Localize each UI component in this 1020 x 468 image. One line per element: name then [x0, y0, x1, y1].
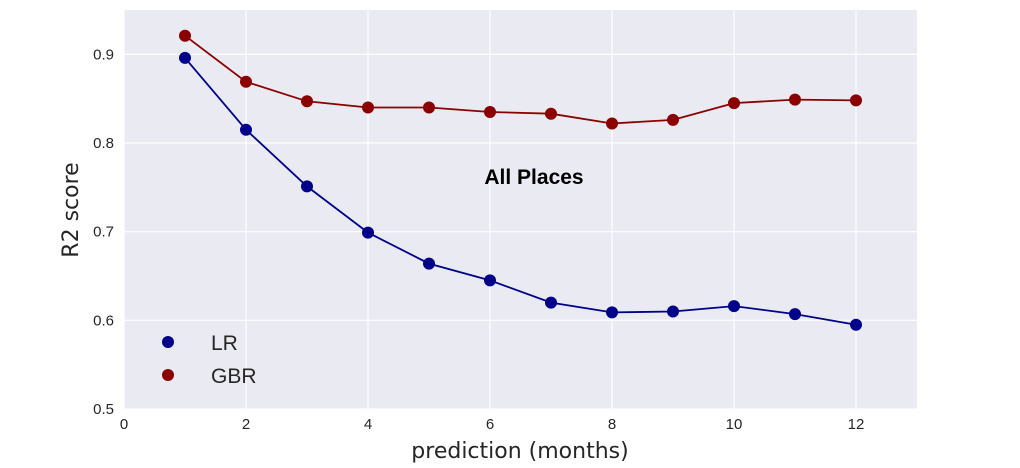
data-point-gbr: [423, 101, 435, 114]
x-tick-label: 4: [364, 416, 372, 433]
y-tick-label: 0.6: [93, 312, 114, 329]
x-tick-label: 12: [848, 416, 865, 433]
data-point-gbr: [545, 107, 557, 120]
x-tick-label: 10: [726, 416, 743, 433]
data-point-lr: [179, 51, 191, 64]
data-point-gbr: [484, 106, 496, 118]
data-point-gbr: [240, 75, 252, 88]
data-point-gbr: [667, 113, 679, 126]
x-axis-label: prediction (months): [411, 439, 628, 464]
data-point-lr: [606, 306, 618, 319]
plot-background: [124, 10, 917, 409]
data-point-gbr: [301, 95, 313, 108]
data-point-lr: [667, 305, 679, 318]
x-tick-label: 2: [242, 416, 250, 433]
y-tick-label: 0.5: [93, 401, 114, 418]
data-point-lr: [728, 300, 740, 313]
data-point-lr: [301, 180, 313, 193]
x-tick-label: 6: [486, 416, 494, 433]
grid-lines: [123, 10, 917, 410]
y-tick-label: 0.9: [93, 46, 114, 63]
data-point-gbr: [362, 101, 374, 114]
y-axis-label: R2 score: [59, 162, 84, 257]
series-line-gbr: [184, 34, 857, 125]
x-tick-label: 8: [608, 416, 616, 433]
data-point-lr: [484, 274, 496, 287]
annotation-all-places: All Places: [484, 166, 583, 189]
legend: LR GBR: [162, 332, 257, 388]
data-point-gbr: [179, 29, 191, 42]
series-lines: [184, 34, 857, 326]
data-point-lr: [789, 308, 801, 321]
data-point-gbr: [728, 97, 740, 110]
series-line-lr: [184, 57, 857, 326]
legend-marker-gbr: [162, 369, 174, 381]
y-tick-label: 0.8: [93, 135, 114, 152]
data-point-gbr: [789, 93, 801, 106]
legend-label-lr: LR: [211, 332, 238, 355]
legend-label-gbr: GBR: [211, 365, 257, 388]
data-point-lr: [423, 257, 435, 270]
y-tick-label: 0.7: [93, 224, 114, 241]
y-tick-labels: 0.5 0.6 0.7 0.8 0.9: [93, 46, 114, 418]
legend-marker-lr: [162, 336, 174, 348]
data-point-lr: [545, 296, 557, 309]
x-tick-label: 0: [120, 416, 128, 433]
data-point-gbr: [850, 94, 862, 107]
x-tick-labels: 0 2 4 6 8 10 12: [120, 416, 865, 433]
series-points: [179, 29, 862, 331]
data-point-lr: [240, 123, 252, 136]
data-point-lr: [362, 226, 374, 239]
data-point-lr: [850, 318, 862, 331]
data-point-gbr: [606, 117, 618, 130]
